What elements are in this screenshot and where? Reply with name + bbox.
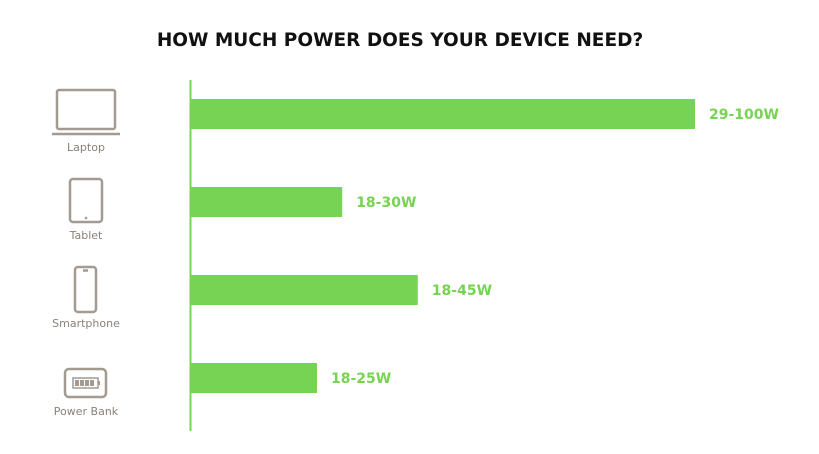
bar [191,99,695,129]
value-label: 29-100W [709,107,779,123]
tablet-icon [68,177,104,224]
category-label: Smartphone [52,317,120,330]
chart-title: HOW MUCH POWER DOES YOUR DEVICE NEED? [157,30,643,51]
category-label: Laptop [67,141,105,154]
value-label: 18-30W [356,195,416,211]
value-label: 18-25W [331,371,391,387]
value-label: 18-45W [432,283,492,299]
bar [191,275,418,305]
laptop-icon [52,88,120,136]
category-label: Power Bank [54,405,119,418]
bar [191,187,343,217]
bar [191,363,317,393]
smartphone-icon [73,265,98,314]
power-bank-icon [63,367,108,399]
category-label: Tablet [69,229,103,242]
